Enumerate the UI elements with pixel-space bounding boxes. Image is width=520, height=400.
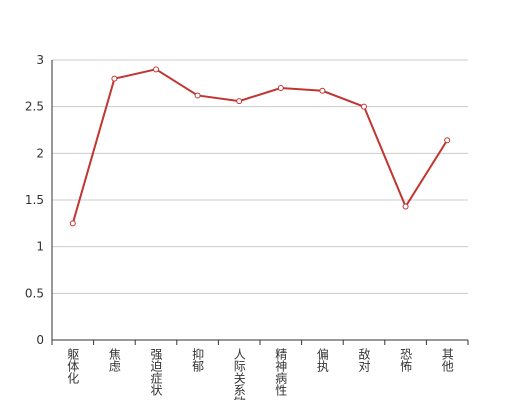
point	[277, 85, 284, 91]
y-tick-label: 2	[36, 146, 44, 160]
x-tick-label: 强迫症状	[149, 348, 163, 396]
point	[153, 66, 159, 73]
x-tick-label: 精神病性	[274, 348, 288, 397]
y-tick-label: 2.5	[25, 100, 44, 114]
point	[194, 92, 201, 99]
x-tick-label: 敌对	[357, 347, 371, 372]
y-tick-label: 0.5	[25, 286, 44, 300]
point	[319, 87, 326, 94]
y-tick-label: 1	[36, 240, 44, 254]
point	[444, 137, 451, 144]
y-tick-label: 1.5	[25, 193, 44, 207]
point	[361, 103, 367, 110]
x-tick-label: 恐怖	[399, 348, 413, 372]
x-tick-label: 抑郁	[191, 347, 205, 373]
x-tick-label: 其他	[440, 348, 454, 372]
y-tick-label: 3	[36, 53, 44, 67]
x-tick-label: 躯体化	[66, 347, 80, 385]
point	[69, 220, 76, 227]
y-tick-label: 0	[36, 333, 44, 347]
x-tick-label: 偏执	[315, 347, 329, 373]
point	[236, 98, 243, 105]
point	[111, 75, 118, 82]
point	[402, 203, 409, 210]
x-tick-label: 人际关系敏感	[232, 348, 246, 400]
x-tick-label: 焦虑	[107, 348, 121, 372]
line	[71, 68, 449, 224]
